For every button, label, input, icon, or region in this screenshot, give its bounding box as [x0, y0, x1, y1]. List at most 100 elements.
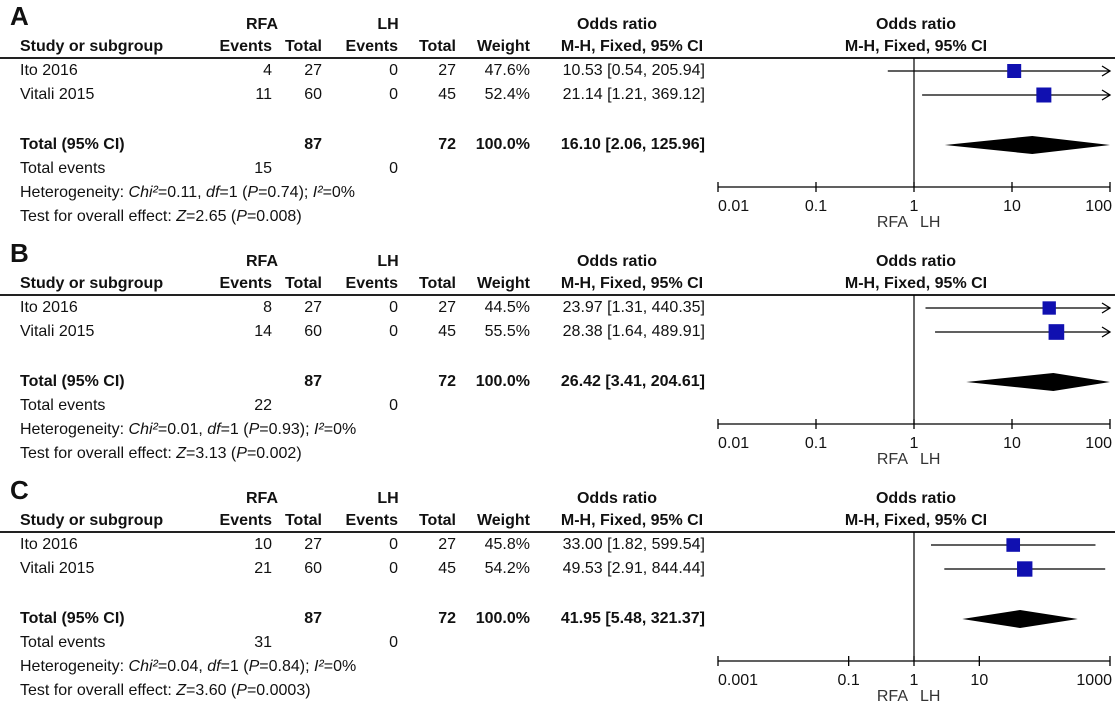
study-total1: 27 — [304, 299, 322, 316]
x-axis-tick-label: 100 — [1085, 198, 1112, 215]
total1-column-heading: Total — [284, 275, 322, 292]
overall-effect-line: Test for overall effect: Z=2.65 (P=0.008… — [20, 208, 302, 226]
total-total2: 72 — [438, 373, 456, 390]
total-label: Total (95% CI) — [20, 373, 125, 390]
study-square-marker — [1017, 561, 1033, 577]
study-ci-arrow — [1101, 65, 1112, 77]
study-ci: 23.97 [1.31, 440.35] — [562, 299, 705, 316]
study-name: Ito 2016 — [20, 299, 78, 316]
study-name: Ito 2016 — [20, 62, 78, 79]
x-axis-tick-label: 1 — [910, 198, 919, 215]
study-total2: 27 — [438, 299, 456, 316]
overall-p-label: P — [236, 208, 247, 225]
total-events2: 0 — [389, 634, 398, 651]
heterogeneity-chi-value: =0.01, — [157, 421, 208, 438]
pooled-diamond — [962, 610, 1078, 628]
overall-effect-line: Test for overall effect: Z=3.60 (P=0.000… — [20, 682, 311, 700]
total-events2: 0 — [389, 160, 398, 177]
forest-plot: 0.01 0.1 1 10 100 RFA LH — [717, 295, 1112, 468]
total2-column-heading: Total — [418, 38, 456, 55]
study-square-marker — [1006, 538, 1021, 552]
heterogeneity-i-value: =0% — [323, 658, 357, 675]
study-total1: 60 — [304, 560, 322, 577]
study-total2: 45 — [438, 323, 456, 340]
group2-heading: LH — [377, 490, 399, 507]
study-weight: 54.2% — [484, 560, 530, 577]
events2-column-heading: Events — [345, 38, 398, 55]
total-events-label: Total events — [20, 160, 106, 177]
x-axis-tick-label: 0.001 — [718, 672, 758, 689]
heterogeneity-p-label: P — [247, 184, 259, 201]
x-axis-tick-label: 0.01 — [718, 435, 749, 452]
study-column-heading: Study or subgroup — [20, 512, 164, 529]
study-weight: 45.8% — [484, 536, 530, 553]
study-events1: 11 — [255, 86, 272, 103]
forest-panel-c: C RFA LH Odds ratio Study or subgroup Events T… — [0, 474, 1115, 711]
heterogeneity-df-value: =1 ( — [220, 421, 249, 438]
x-axis-tick-label: 1000 — [1076, 672, 1112, 689]
total-weight: 100.0% — [475, 373, 530, 390]
x-axis-tick-label: 10 — [1003, 435, 1021, 452]
overall-z-value: =3.60 ( — [186, 682, 237, 699]
total-events1: 22 — [254, 397, 272, 414]
study-events1: 14 — [254, 323, 272, 340]
heterogeneity-i-label: I² — [312, 184, 323, 201]
total-events2: 0 — [389, 397, 398, 414]
study-total2: 45 — [438, 560, 456, 577]
total-total1: 87 — [304, 373, 322, 390]
study-events1: 4 — [263, 62, 272, 79]
heterogeneity-df-value: =1 ( — [219, 184, 248, 201]
overall-p-value: =0.008) — [246, 208, 302, 225]
heterogeneity-i-value: =0% — [323, 421, 357, 438]
plot-title: Odds ratio — [875, 16, 956, 33]
total2-column-heading: Total — [418, 512, 456, 529]
study-total2: 27 — [438, 536, 456, 553]
overall-z-value: =2.65 ( — [186, 208, 237, 225]
pooled-diamond — [966, 373, 1110, 391]
header-rule — [0, 294, 1115, 296]
heterogeneity-label: Heterogeneity: — [20, 658, 129, 675]
study-events2: 0 — [389, 536, 398, 553]
total-total1: 87 — [304, 610, 322, 627]
heterogeneity-chi-label: Chi² — [128, 658, 158, 675]
overall-z-label: Z — [176, 208, 186, 225]
group2-heading: LH — [377, 253, 399, 270]
overall-z-value: =3.13 ( — [186, 445, 237, 462]
events1-column-heading: Events — [219, 38, 272, 55]
heterogeneity-df-label: df — [207, 658, 221, 675]
panel-label: A — [10, 1, 29, 31]
total-weight: 100.0% — [475, 136, 530, 153]
x-axis-tick-label: 10 — [970, 672, 988, 689]
study-events1: 10 — [254, 536, 272, 553]
heterogeneity-p-value: =0.93); — [259, 421, 314, 438]
overall-label: Test for overall effect: — [20, 682, 177, 699]
favours-left-label: RFA — [877, 451, 908, 468]
or-column-heading: Odds ratio — [576, 253, 657, 270]
study-square-marker — [1007, 64, 1022, 78]
total1-column-heading: Total — [284, 38, 322, 55]
study-name: Vitali 2015 — [20, 560, 95, 577]
x-axis-tick-label: 0.1 — [805, 198, 827, 215]
study-ci: 10.53 [0.54, 205.94] — [562, 62, 705, 79]
study-ci-arrow — [1101, 89, 1112, 101]
heterogeneity-line: Heterogeneity: Chi²=0.01, df=1 (P=0.93);… — [20, 421, 356, 439]
study-total1: 27 — [304, 536, 322, 553]
plot-title: Odds ratio — [875, 490, 956, 507]
study-name: Ito 2016 — [20, 536, 78, 553]
study-total2: 27 — [438, 62, 456, 79]
total-total2: 72 — [438, 136, 456, 153]
heterogeneity-i-value: =0% — [322, 184, 356, 201]
study-weight: 47.6% — [484, 62, 530, 79]
study-total2: 45 — [438, 86, 456, 103]
overall-p-value: =0.0003) — [246, 682, 311, 699]
overall-p-value: =0.002) — [246, 445, 302, 462]
favours-left-label: RFA — [877, 214, 908, 231]
study-ci-arrow — [1101, 302, 1112, 314]
panel-label: B — [10, 238, 29, 268]
study-total1: 60 — [304, 86, 322, 103]
plot-method: M-H, Fixed, 95% CI — [844, 275, 988, 292]
heterogeneity-chi-value: =0.04, — [157, 658, 208, 675]
total-events-label: Total events — [20, 397, 106, 414]
heterogeneity-p-label: P — [248, 658, 260, 675]
group1-heading: RFA — [246, 490, 278, 507]
